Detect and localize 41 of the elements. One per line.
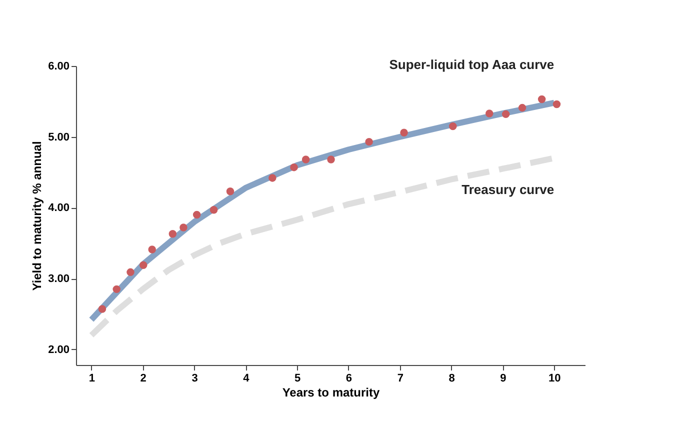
point xyxy=(192,210,201,219)
point xyxy=(400,128,408,136)
x-tick-label: 1 xyxy=(88,372,95,384)
point xyxy=(448,122,457,130)
y-tick-label: 2.00 xyxy=(48,344,70,356)
point xyxy=(98,305,106,313)
point xyxy=(502,110,510,118)
point xyxy=(226,188,234,196)
y-tick-label: 6.00 xyxy=(48,60,70,72)
x-tick-label: 10 xyxy=(548,372,561,384)
point xyxy=(126,268,134,276)
point xyxy=(112,285,120,294)
x-tick-label: 3 xyxy=(192,372,198,384)
x-tick-label: 5 xyxy=(294,372,301,384)
point xyxy=(485,110,494,118)
x-tick-label: 9 xyxy=(500,372,506,384)
text: Super-liquid top Aaa curve xyxy=(389,56,554,72)
x-tick-label: 6 xyxy=(346,372,352,384)
y-tick-label: 4.00 xyxy=(48,202,70,214)
x-axis-title: Years to maturity xyxy=(282,386,380,400)
point xyxy=(139,261,148,269)
point xyxy=(365,138,373,146)
y-axis-title: Yield to maturity % annual xyxy=(30,141,44,291)
point xyxy=(210,206,218,214)
point xyxy=(168,230,177,238)
x-tick-label: 4 xyxy=(243,372,250,384)
x-tick-label: 7 xyxy=(397,372,404,384)
point xyxy=(148,246,156,254)
y-tick-label: 3.00 xyxy=(48,273,70,286)
y-tick-label: 5.00 xyxy=(48,131,70,144)
point xyxy=(327,156,335,164)
point xyxy=(302,156,310,164)
point xyxy=(518,104,526,112)
x-tick-label: 2 xyxy=(140,372,146,384)
series-label: Treasury curve xyxy=(462,182,554,198)
x-tick-label: 8 xyxy=(448,372,455,384)
point xyxy=(268,174,276,182)
point xyxy=(180,224,188,232)
point xyxy=(538,95,546,104)
point xyxy=(552,100,561,108)
point xyxy=(290,163,298,172)
